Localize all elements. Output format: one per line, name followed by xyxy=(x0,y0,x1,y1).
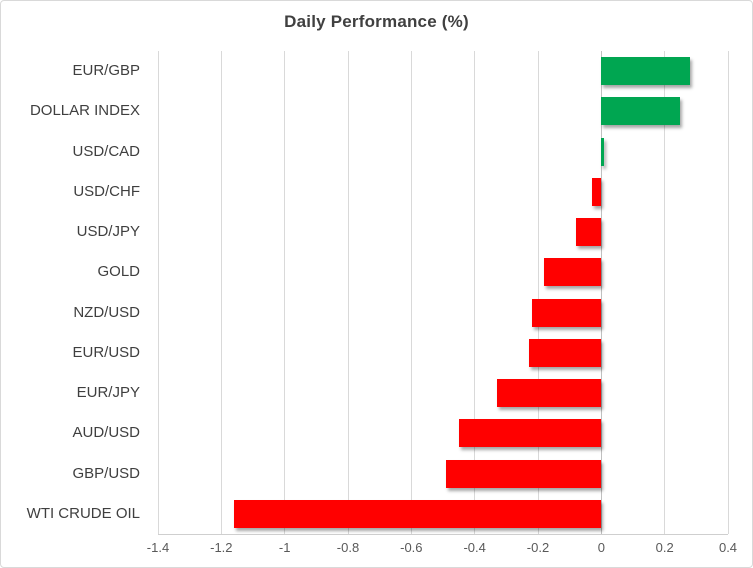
category-label-nzd-usd: NZD/USD xyxy=(73,303,140,321)
gridline--0.6 xyxy=(410,51,412,534)
gridline--0.2 xyxy=(537,51,539,534)
category-label-wti-crude-oil: WTI CRUDE OIL xyxy=(26,504,140,522)
chart-title: Daily Performance (%) xyxy=(284,12,469,31)
x-tick-label--0.8: -0.8 xyxy=(336,540,360,555)
zero-axis-line xyxy=(600,51,602,534)
bar-wti-crude-oil xyxy=(234,499,602,528)
bar-gbp-usd xyxy=(446,459,602,488)
x-tick-label--0.6: -0.6 xyxy=(400,540,423,555)
category-label-usd-cad: USD/CAD xyxy=(72,142,140,160)
gridline-0.2 xyxy=(664,51,666,534)
x-tick-label--0.2: -0.2 xyxy=(526,540,550,555)
bar-aud-usd xyxy=(458,419,602,448)
bar-eur-usd xyxy=(528,338,602,367)
plot-area xyxy=(157,51,729,535)
bar-usd-chf xyxy=(591,177,602,206)
category-label-usd-chf: USD/CHF xyxy=(73,182,140,200)
x-tick-label-0: 0 xyxy=(597,540,605,555)
bar-usd-cad xyxy=(601,137,605,166)
category-label-gbp-usd: GBP/USD xyxy=(72,464,140,482)
value-axis: -1.4 -1.2 -1 -0.8 -0.6 -0.4 -0.2 0 0.2 0.4 xyxy=(147,540,737,560)
x-tick-label--1.4: -1.4 xyxy=(146,540,170,555)
bar-nzd-usd xyxy=(531,298,602,327)
category-label-dollar-index: DOLLAR INDEX xyxy=(29,102,140,120)
x-tick-label--0.4: -0.4 xyxy=(463,540,486,555)
category-label-eur-usd: EUR/USD xyxy=(72,343,140,361)
x-tick-label-0.4: 0.4 xyxy=(718,540,738,555)
gridline--0.8 xyxy=(347,51,349,534)
category-label-eur-gbp: EUR/GBP xyxy=(72,62,140,79)
category-label-gold: GOLD xyxy=(97,263,140,281)
gridline--0.4 xyxy=(474,51,476,534)
x-tick-label--1: -1 xyxy=(278,540,291,555)
category-label-usd-jpy: USD/JPY xyxy=(76,223,140,240)
category-axis: EUR/GBP DOLLAR INDEX USD/CAD USD/CHF USD/JPY… xyxy=(1,51,158,534)
bar-dollar-index xyxy=(601,97,681,126)
gridline-0.4 xyxy=(727,51,729,534)
bar-eur-gbp xyxy=(601,57,690,86)
gridline--1.4 xyxy=(157,51,159,534)
category-label-aud-usd: AUD/USD xyxy=(72,424,140,442)
x-tick-label--1.2: -1.2 xyxy=(210,540,233,555)
category-label-eur-jpy: EUR/JPY xyxy=(76,384,140,401)
gridline--1 xyxy=(284,51,286,534)
gridline--1.2 xyxy=(220,51,222,534)
bar-eur-jpy xyxy=(496,379,602,408)
bar-gold xyxy=(544,258,602,287)
bar-usd-jpy xyxy=(576,218,602,247)
x-tick-label-0.2: 0.2 xyxy=(655,540,674,555)
